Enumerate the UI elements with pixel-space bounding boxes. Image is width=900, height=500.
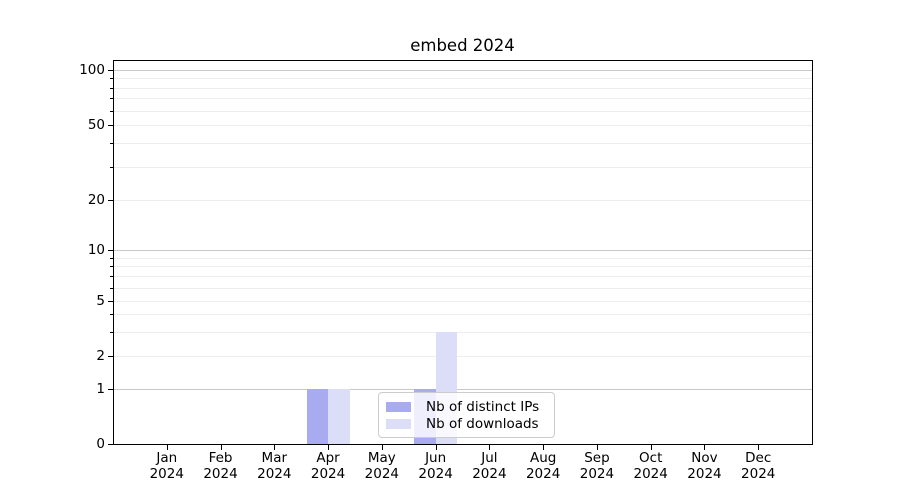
y-gridline-major [114,70,812,71]
x-tick-mark [704,445,706,450]
y-minor-tick-mark [110,287,113,289]
y-tick-label: 10 [87,242,105,258]
y-tick-label: 5 [96,293,105,309]
y-gridline-minor [114,257,812,259]
x-tick-label: Oct 2024 [633,450,668,482]
y-gridline-minor [114,143,812,145]
x-tick-mark [489,445,491,450]
y-gridline-minor [114,301,812,302]
y-tick-mark [107,389,113,390]
x-tick-mark [596,445,598,450]
y-gridline-minor [114,87,812,89]
x-tick-label: May 2024 [364,450,400,482]
legend: Nb of distinct IPs Nb of downloads [378,392,555,438]
bar [328,389,350,444]
y-tick-label: 50 [87,117,105,133]
y-tick-label: 100 [79,62,105,78]
y-gridline-minor [114,78,812,80]
y-gridline-minor [114,266,812,268]
y-gridline-major [114,389,812,390]
bar [306,389,329,444]
y-tick-mark [107,250,113,251]
y-gridline-minor [114,356,812,357]
x-tick-label: Jun 2024 [418,450,453,482]
y-minor-tick-mark [110,87,113,89]
y-gridline-minor [114,276,812,278]
x-tick-label: Jul 2024 [472,450,507,482]
x-tick-label: Apr 2024 [310,450,346,482]
axis-spine-top [113,60,813,62]
x-tick-mark [328,445,330,450]
x-tick-mark [220,445,222,450]
y-minor-tick-mark [110,110,113,112]
x-tick-mark [166,445,168,450]
y-gridline-minor [114,166,812,168]
x-tick-mark [543,445,545,450]
legend-label: Nb of downloads [426,415,539,432]
axis-spine-left [113,60,115,445]
y-tick-label: 1 [96,381,105,397]
chart-title: embed 2024 [410,36,515,55]
y-gridline-minor [114,314,812,316]
y-tick-mark [107,70,113,71]
x-tick-mark [650,445,652,450]
y-tick-label: 2 [96,348,105,364]
x-tick-label: Nov 2024 [687,450,722,482]
legend-swatch [386,401,411,412]
x-tick-label: Dec 2024 [741,450,776,482]
y-gridline-minor [114,331,812,333]
y-minor-tick-mark [110,78,113,80]
y-gridline-major [114,250,812,251]
y-tick-mark [107,125,113,126]
x-tick-label: Sep 2024 [579,450,615,482]
y-minor-tick-mark [110,166,113,168]
y-tick-label: 20 [87,192,105,208]
y-tick-mark [107,200,113,201]
legend-label: Nb of distinct IPs [426,398,540,415]
axis-spine-right [812,60,814,445]
x-tick-mark [435,445,437,450]
y-minor-tick-mark [110,257,113,259]
x-tick-mark [274,445,276,450]
x-tick-label: Mar 2024 [257,450,292,482]
y-tick-mark [107,356,113,357]
y-tick-mark [107,444,113,445]
y-minor-tick-mark [110,314,113,316]
x-tick-label: Jan 2024 [149,450,184,482]
y-minor-tick-mark [110,266,113,268]
y-gridline-minor [114,200,812,201]
y-gridline-minor [114,125,812,126]
legend-item: Nb of distinct IPs [386,398,546,415]
legend-item: Nb of downloads [386,415,546,432]
y-tick-mark [107,301,113,302]
x-tick-mark [381,445,383,450]
y-gridline-minor [114,110,812,112]
y-minor-tick-mark [110,98,113,100]
x-tick-mark [758,445,760,450]
x-tick-label: Feb 2024 [203,450,238,482]
y-minor-tick-mark [110,276,113,278]
y-minor-tick-mark [110,143,113,145]
axis-spine-bottom [113,443,813,445]
y-gridline-minor [114,98,812,100]
y-gridline-minor [114,287,812,289]
x-tick-label: Aug 2024 [525,450,561,482]
y-tick-label: 0 [96,436,105,452]
y-minor-tick-mark [110,331,113,333]
legend-swatch [386,418,411,429]
